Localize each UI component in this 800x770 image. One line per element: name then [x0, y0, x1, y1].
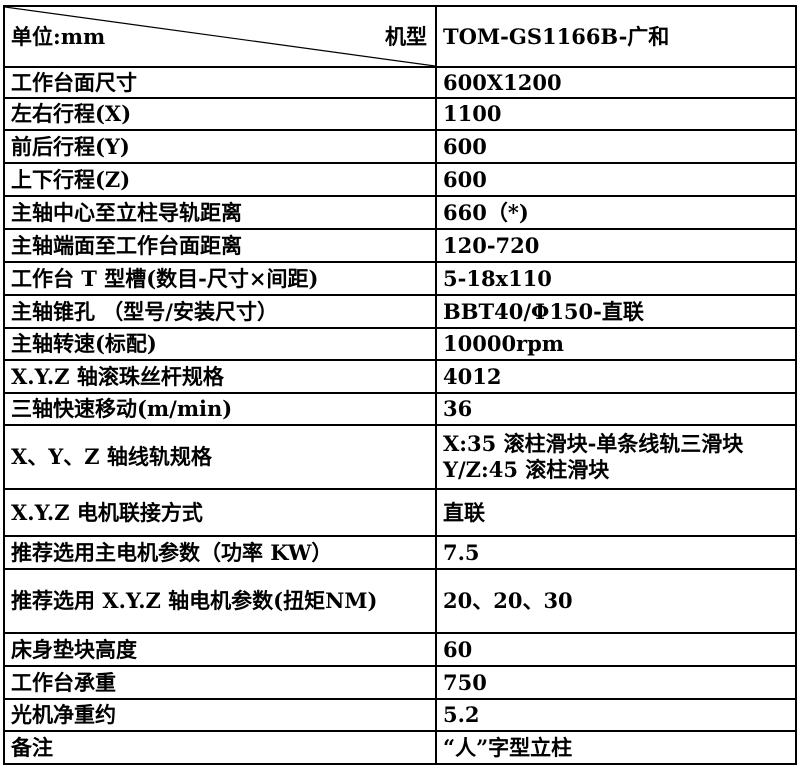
row-value: 4012: [435, 359, 797, 394]
row-value: 660（*): [435, 195, 797, 230]
row-label: 三轴快速移动(m/min): [3, 392, 437, 426]
row-label: 工作台 T 型槽(数目-尺寸×间距): [3, 261, 437, 296]
row-label: 光机净重约: [3, 698, 437, 732]
table-row: 上下行程(Z) 600: [3, 162, 797, 197]
table-row: 推荐选用 X.Y.Z 轴电机参数(扭矩NM) 20、20、30: [3, 568, 797, 634]
row-label: X.Y.Z 电机联接方式: [3, 488, 437, 537]
table-row: 主轴中心至立柱导轨距离 660（*): [3, 195, 797, 230]
row-label: 左右行程(X): [3, 97, 437, 131]
table-row: X、Y、Z 轴线轨规格 X:35 滚柱滑块-单条线轨三滑块 Y/Z:45 滚柱滑块: [3, 424, 797, 490]
table-row: 推荐选用主电机参数（功率 KW） 7.5: [3, 535, 797, 570]
row-value: 60: [435, 632, 797, 667]
row-value: 20、20、30: [435, 568, 797, 634]
table-row: X.Y.Z 电机联接方式 直联: [3, 488, 797, 537]
table-row: 光机净重约 5.2: [3, 698, 797, 732]
row-value: 120-720: [435, 228, 797, 263]
unit-label: 单位:mm: [11, 23, 106, 49]
row-value: 5.2: [435, 698, 797, 732]
row-value: 10000rpm: [435, 327, 797, 361]
row-label: X、Y、Z 轴线轨规格: [3, 424, 437, 490]
header-diagonal-cell: 单位:mm 机型: [3, 5, 437, 68]
row-label: 床身垫块高度: [3, 632, 437, 667]
row-value: 1100: [435, 97, 797, 131]
row-label: 备注: [3, 730, 437, 765]
model-label: 机型: [385, 23, 427, 49]
row-value: 600X1200: [435, 66, 797, 99]
spec-table: 单位:mm 机型 TOM-GS1166B-广和 工作台面尺寸 600X1200 左右…: [3, 5, 797, 765]
row-label: 推荐选用 X.Y.Z 轴电机参数(扭矩NM): [3, 568, 437, 634]
table-row: 工作台 T 型槽(数目-尺寸×间距) 5-18x110: [3, 261, 797, 296]
row-value: 750: [435, 665, 797, 700]
row-value: “人”字型立柱: [435, 730, 797, 765]
table-row: X.Y.Z 轴滚珠丝杆规格 4012: [3, 359, 797, 394]
table-row: 前后行程(Y) 600: [3, 129, 797, 164]
row-label: 上下行程(Z): [3, 162, 437, 197]
table-row: 工作台承重 750: [3, 665, 797, 700]
row-value: 600: [435, 162, 797, 197]
row-label: 主轴中心至立柱导轨距离: [3, 195, 437, 230]
row-value: 5-18x110: [435, 261, 797, 296]
header-row: 单位:mm 机型 TOM-GS1166B-广和: [3, 5, 797, 68]
row-label: 工作台承重: [3, 665, 437, 700]
row-value: 7.5: [435, 535, 797, 570]
row-value: BBT40/Φ150-直联: [435, 294, 797, 329]
model-value: TOM-GS1166B-广和: [435, 5, 797, 68]
table-row: 主轴端面至工作台面距离 120-720: [3, 228, 797, 263]
table-row: 备注 “人”字型立柱: [3, 730, 797, 765]
row-value: 36: [435, 392, 797, 426]
table-row: 左右行程(X) 1100: [3, 97, 797, 131]
row-label: 前后行程(Y): [3, 129, 437, 164]
table-row: 三轴快速移动(m/min) 36: [3, 392, 797, 426]
row-label: 主轴锥孔 （型号/安装尺寸）: [3, 294, 437, 329]
row-value: 直联: [435, 488, 797, 537]
diagonal-line: [5, 7, 435, 66]
row-label: X.Y.Z 轴滚珠丝杆规格: [3, 359, 437, 394]
table-row: 主轴转速(标配) 10000rpm: [3, 327, 797, 361]
table-row: 床身垫块高度 60: [3, 632, 797, 667]
row-value: X:35 滚柱滑块-单条线轨三滑块 Y/Z:45 滚柱滑块: [435, 424, 797, 490]
row-label: 推荐选用主电机参数（功率 KW）: [3, 535, 437, 570]
row-label: 主轴转速(标配): [3, 327, 437, 361]
table-row: 主轴锥孔 （型号/安装尺寸） BBT40/Φ150-直联: [3, 294, 797, 329]
row-label: 主轴端面至工作台面距离: [3, 228, 437, 263]
row-value: 600: [435, 129, 797, 164]
row-label: 工作台面尺寸: [3, 66, 437, 99]
table-row: 工作台面尺寸 600X1200: [3, 66, 797, 99]
